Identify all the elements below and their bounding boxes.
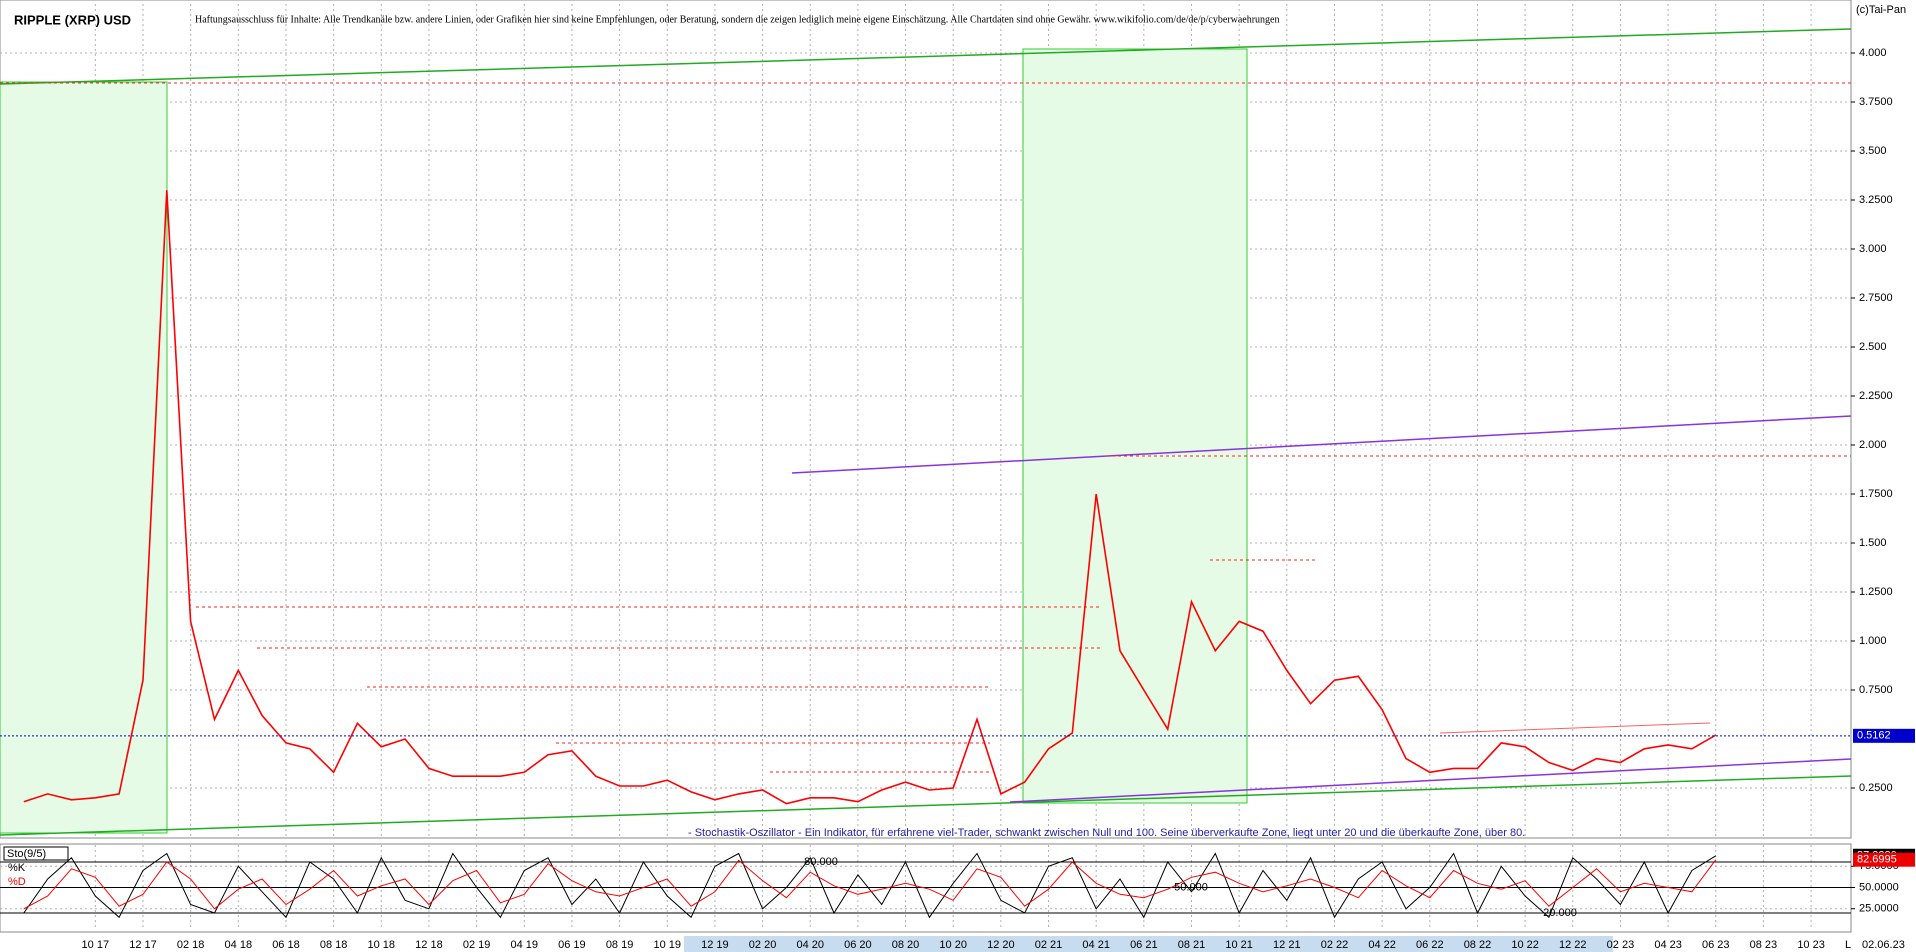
- y-tick-label: 1.500: [1859, 537, 1887, 549]
- x-tick-label: 10 19: [653, 939, 681, 951]
- x-tick-label: 04 19: [510, 939, 538, 951]
- x-tick-label: 04 22: [1368, 939, 1396, 951]
- level-label: 50.000: [1174, 881, 1208, 893]
- y-tick-label: 3.2500: [1859, 194, 1893, 206]
- trend-line: [0, 28, 1852, 85]
- y-tick-label: 25.0000: [1859, 903, 1899, 915]
- x-tick-label: 12 19: [701, 939, 729, 951]
- x-tick-label: 02 18: [177, 939, 205, 951]
- data-line: [23, 859, 1717, 910]
- x-tick-label: 08 22: [1464, 939, 1492, 951]
- x-tick-label: 04 18: [225, 939, 253, 951]
- disclaimer: Haftungsausschluss für Inhalte: Alle Tre…: [195, 14, 1280, 25]
- price-panel: [0, 0, 1852, 839]
- x-tick-label: 10 23: [1797, 939, 1825, 951]
- x-tick-label: 02 19: [463, 939, 491, 951]
- x-tick-label: 08 18: [320, 939, 348, 951]
- y-tick-label: 1.7500: [1859, 488, 1893, 500]
- indicator-box: [3, 846, 69, 861]
- x-tick-label: 02 20: [749, 939, 777, 951]
- time-range-highlight: [684, 936, 1613, 952]
- last-date: 02.06.23: [1862, 939, 1905, 951]
- x-tick-label: 06 21: [1130, 939, 1158, 951]
- x-tick-label: 04 23: [1654, 939, 1682, 951]
- green-zone: [0, 81, 168, 834]
- x-tick-label: 10 18: [368, 939, 396, 951]
- y-tick-label: 1.000: [1859, 635, 1887, 647]
- legend-k: %K: [8, 862, 26, 874]
- y-tick-label: 3.500: [1859, 145, 1887, 157]
- x-tick-label: 04 21: [1082, 939, 1110, 951]
- x-tick-label: 08 21: [1178, 939, 1206, 951]
- x-tick-label: 04 20: [796, 939, 824, 951]
- y-tick-label: 2.500: [1859, 341, 1887, 353]
- last-price-box: [1853, 728, 1915, 743]
- y-tick-label: 2.000: [1859, 439, 1887, 451]
- x-tick-label: 06 19: [558, 939, 586, 951]
- last-price-label: 0.5162: [1857, 730, 1891, 742]
- x-tick-label: 10 21: [1225, 939, 1253, 951]
- x-tick-label: 06 18: [272, 939, 300, 951]
- y-tick-label: 4.000: [1859, 47, 1887, 59]
- legend-d: %D: [8, 876, 26, 888]
- x-tick-label: 10 22: [1511, 939, 1539, 951]
- y-tick-label: 2.7500: [1859, 292, 1893, 304]
- x-tick-label: 06 22: [1416, 939, 1444, 951]
- y-tick-label: 1.2500: [1859, 586, 1893, 598]
- x-tick-label: 10 17: [82, 939, 110, 951]
- x-tick-label: 02 22: [1321, 939, 1349, 951]
- x-tick-label: 02 21: [1035, 939, 1063, 951]
- x-tick-label: 08 23: [1750, 939, 1778, 951]
- x-tick-label: 12 21: [1273, 939, 1301, 951]
- trend-line: [1009, 758, 1852, 803]
- stoch-note: - Stochastik-Oszillator - Ein Indikator,…: [688, 827, 1525, 839]
- x-tick-label: 02 23: [1607, 939, 1635, 951]
- y-tick-label: 3.7500: [1859, 96, 1893, 108]
- green-zone: [1022, 48, 1248, 804]
- y-tick-label: 2.2500: [1859, 390, 1893, 402]
- y-tick-label: 0.7500: [1859, 684, 1893, 696]
- data-line: [23, 852, 1717, 919]
- x-tick-label: 12 18: [415, 939, 443, 951]
- level-label: 20.000: [1543, 907, 1577, 919]
- x-tick-label: 06 20: [844, 939, 872, 951]
- y-tick-label: 0.2500: [1859, 782, 1893, 794]
- last-value-label: 82.6995: [1857, 854, 1897, 866]
- trend-line: [0, 775, 1852, 836]
- y-tick-label: 50.0000: [1859, 881, 1899, 893]
- trend-line: [1439, 722, 1711, 734]
- x-tick-label: 06 23: [1702, 939, 1730, 951]
- x-tick-label: 08 19: [606, 939, 634, 951]
- x-tick-label: 10 20: [939, 939, 967, 951]
- level-label: 80.000: [804, 856, 838, 868]
- x-tick-label: 08 20: [892, 939, 920, 951]
- x-tick-label: 12 17: [129, 939, 157, 951]
- trend-line: [791, 415, 1852, 474]
- chart-title: RIPPLE (XRP) USD: [14, 12, 131, 27]
- copyright: (c)Tai-Pan: [1856, 4, 1906, 16]
- x-end-marker: L: [1845, 939, 1851, 951]
- last-value-box: [1853, 852, 1915, 867]
- y-tick-label: 3.000: [1859, 243, 1887, 255]
- data-line: [23, 190, 1717, 805]
- x-tick-label: 12 22: [1559, 939, 1587, 951]
- x-tick-label: 12 20: [987, 939, 1015, 951]
- indicator-title: Sto(9/5): [7, 848, 46, 860]
